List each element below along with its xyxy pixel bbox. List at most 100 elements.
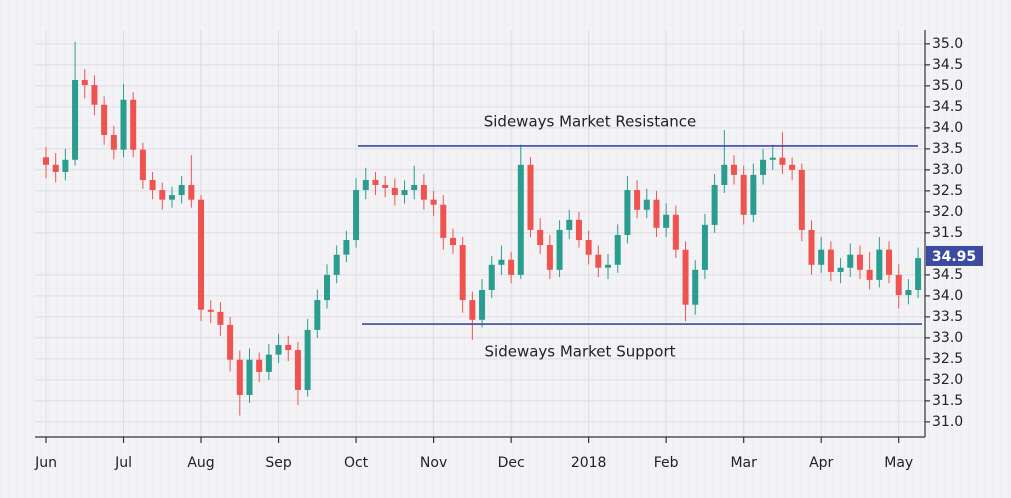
candle-body: [634, 190, 641, 210]
candle-body: [178, 184, 185, 196]
candle-body: [905, 289, 912, 296]
candle-body: [81, 79, 88, 86]
y-tick-label: 33.0: [932, 162, 963, 178]
candle-body: [827, 249, 834, 272]
y-tick-label: 34.0: [932, 120, 963, 136]
x-tick-label: Aug: [187, 455, 214, 471]
candle-body: [207, 309, 214, 312]
candle-body: [750, 174, 757, 215]
candle-body: [391, 187, 398, 196]
candle-body: [149, 179, 156, 191]
x-tick-label: Mar: [730, 455, 757, 471]
candle-body: [227, 324, 234, 360]
y-tick-label: 32.0: [932, 372, 963, 388]
y-tick-label: 33.5: [932, 309, 963, 325]
y-tick-label: 34.0: [932, 288, 963, 304]
candle-body: [575, 219, 582, 241]
y-tick-label: 33.0: [932, 330, 963, 346]
x-tick-label: Dec: [498, 455, 525, 471]
candle-body: [856, 254, 863, 270]
y-tick-label: 32.5: [932, 183, 963, 199]
candles: [43, 41, 922, 416]
x-tick-label: Feb: [654, 455, 679, 471]
candle-body: [585, 240, 592, 255]
y-tick-label: 31.5: [932, 225, 963, 241]
x-tick-label: 2018: [571, 455, 607, 471]
candle-body: [401, 190, 408, 196]
y-tick-label: 32.5: [932, 351, 963, 367]
x-tick-label: Sep: [265, 455, 292, 471]
candle-body: [653, 199, 660, 228]
candle-body: [663, 214, 670, 228]
candle-body: [304, 329, 311, 390]
candle-body: [721, 164, 728, 185]
candle-body: [411, 184, 418, 191]
candle-body: [159, 190, 166, 200]
y-tick-label: 34.5: [932, 57, 963, 73]
candle-body: [614, 234, 621, 265]
candle-body: [324, 274, 331, 301]
overlay: 35.0 34.5 35.0 34.5 34.0 33.5 33.0 32.5 32.0 31.5…: [34, 30, 983, 471]
y-tick-label: 32.0: [932, 204, 963, 220]
candle-body: [449, 237, 456, 246]
candle-body: [362, 179, 369, 191]
candle-body: [895, 274, 902, 296]
candle-body: [876, 249, 883, 280]
candle-body: [120, 99, 127, 150]
candle-body: [343, 240, 350, 255]
candle-body: [537, 229, 544, 246]
x-tick-label: Oct: [344, 455, 369, 471]
candle-body: [886, 249, 893, 275]
candle-body: [246, 359, 253, 395]
candle-body: [372, 179, 379, 185]
last-price-badge: [926, 245, 983, 266]
candle-body: [430, 199, 437, 205]
y-tick-label: 33.5: [932, 141, 963, 157]
candle-body: [62, 159, 69, 172]
candle-body: [682, 249, 689, 305]
candle-body: [130, 99, 137, 150]
candle-body: [556, 229, 563, 270]
candle-body: [779, 157, 786, 165]
level-label: Sideways Market Resistance: [484, 113, 697, 131]
candle-body: [217, 311, 224, 325]
candle-body: [440, 204, 447, 238]
candle-body: [605, 264, 612, 268]
x-tick-label: Apr: [809, 455, 833, 471]
candle-body: [314, 300, 321, 330]
candle-body: [527, 164, 534, 230]
candle-body: [789, 164, 796, 170]
candle-body: [624, 190, 631, 235]
candle-body: [808, 229, 815, 265]
candle-body: [517, 164, 524, 275]
candle-body: [91, 85, 98, 105]
candle-body: [294, 350, 301, 390]
candle-body: [101, 104, 108, 136]
candle-body: [275, 345, 282, 355]
candle-body: [711, 184, 718, 225]
candle-body: [353, 190, 360, 241]
candle-body: [420, 184, 427, 200]
candle-body: [730, 164, 737, 175]
x-tick-label: Nov: [420, 455, 447, 471]
y-tick-label: 35.0: [932, 36, 963, 52]
candle-body: [488, 264, 495, 290]
y-tick-label: 35.0: [932, 78, 963, 94]
candle-body: [265, 354, 272, 372]
y-tick-label: 31.0: [932, 414, 963, 430]
candle-body: [256, 359, 263, 372]
candle-body: [198, 199, 205, 310]
candle-body: [43, 157, 49, 165]
candle-body: [285, 345, 292, 351]
candle-body: [769, 157, 776, 160]
candle-body: [866, 269, 873, 280]
candle-body: [546, 245, 553, 270]
candle-body: [566, 219, 573, 230]
candle-body: [915, 258, 922, 290]
y-tick-label: 34.5: [932, 99, 963, 115]
candle-body: [798, 169, 805, 230]
candle-body: [459, 245, 466, 301]
candle-body: [110, 135, 117, 150]
